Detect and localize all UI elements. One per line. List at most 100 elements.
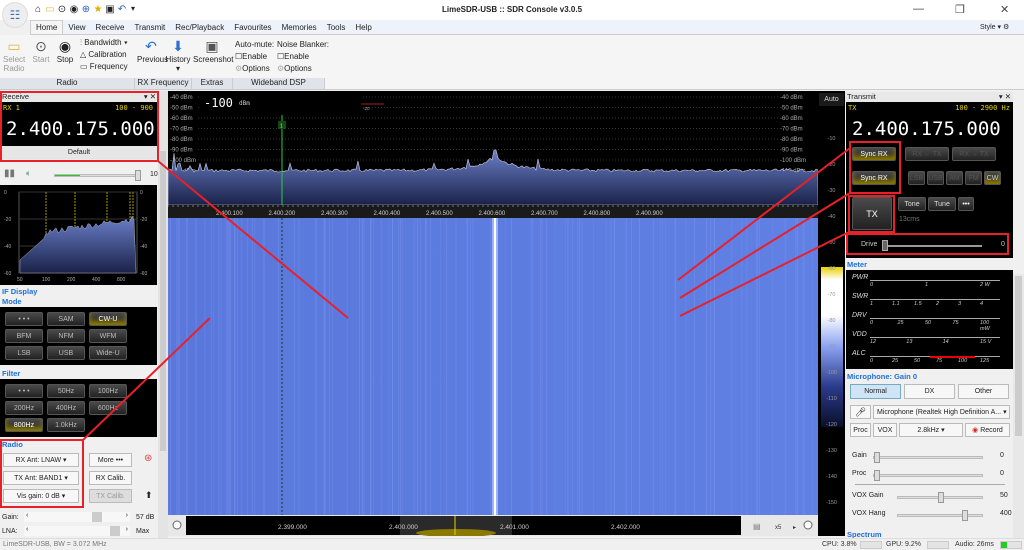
plus-icon[interactable]: ⊕ <box>81 4 91 15</box>
mode-button-bfm[interactable]: BFM <box>5 329 43 343</box>
filter-header[interactable]: Filter <box>2 369 21 378</box>
folder-icon[interactable]: ▭ <box>45 4 55 15</box>
microphone-icon[interactable]: 🎤︎ <box>850 405 871 419</box>
spectrum-display[interactable]: -40 dBm -40 dBm -50 dBm -50 dBm -60 dBm -60 d… <box>167 91 819 537</box>
style-menu[interactable]: Style ▾ ⚙ <box>980 24 1010 31</box>
mode-button-sam[interactable]: SAM <box>47 312 85 326</box>
spectrum-panel-header[interactable]: Spectrum <box>847 530 882 539</box>
tone-button[interactable]: Tone <box>898 197 926 211</box>
drive-slider[interactable] <box>882 240 982 251</box>
tx-antenna-dropdown[interactable]: TX Ant: BAND1 ▾ <box>3 471 79 485</box>
minimize-button[interactable]: — <box>913 3 924 15</box>
vox-hang-thumb[interactable] <box>962 510 968 521</box>
mode-button-cw-u[interactable]: CW-U <box>89 312 127 326</box>
tune-button[interactable]: Tune <box>928 197 956 211</box>
pin-icon[interactable]: ▾ ✕ <box>143 92 156 101</box>
tab-help[interactable]: Help <box>355 23 372 32</box>
up-arrow-icon[interactable]: ⬆ <box>145 490 153 500</box>
gain-slider[interactable] <box>873 452 983 463</box>
rx-calib-button[interactable]: RX Calib. <box>89 471 132 485</box>
app-menu-icon[interactable]: ☷ <box>2 2 28 28</box>
mode-button-wfm[interactable]: WFM <box>89 329 127 343</box>
vox-gain-thumb[interactable] <box>938 492 944 503</box>
filter-button-100hz[interactable]: 100Hz <box>89 384 127 398</box>
play-small-icon[interactable]: ▸ <box>793 525 796 531</box>
tab-tools[interactable]: Tools <box>326 23 346 32</box>
mode-button-nfm[interactable]: NFM <box>47 329 85 343</box>
filter-button-800hz[interactable]: 800Hz <box>5 418 43 432</box>
pin-icon[interactable]: ▾ ✕ <box>998 92 1011 101</box>
scroll-right-button[interactable] <box>803 520 813 530</box>
filter-button--[interactable]: • • • <box>5 384 43 398</box>
microphone-device-dropdown[interactable]: Microphone (Realtek High Definition A...… <box>873 405 1010 419</box>
volume-thumb[interactable] <box>135 170 141 181</box>
bar-chart-icon[interactable]: ▮▮ <box>4 168 16 179</box>
spectrum-waterfall-area[interactable]: -40 dBm -40 dBm -50 dBm -50 dBm -60 dBm -60 d… <box>167 91 819 537</box>
mic-bandwidth-dropdown[interactable]: 2.8kHz ▾ <box>899 423 963 437</box>
rx-frequency[interactable]: 2.400.175.000 <box>6 118 155 140</box>
vox-button[interactable]: VOX <box>873 423 897 437</box>
rx-frequency-display[interactable]: RX 1 100 - 900 2.400.175.000 <box>1 102 157 146</box>
scroll-left-button[interactable] <box>172 520 182 530</box>
dropdown-icon[interactable]: ▾ <box>130 4 135 13</box>
tab-receive[interactable]: Receive <box>95 23 125 32</box>
proc-thumb[interactable] <box>874 470 880 481</box>
previous-button[interactable]: ↶ Previous <box>137 38 168 64</box>
noise-blanker-options-button[interactable]: ⚙Options <box>277 64 312 73</box>
mode-button-usb[interactable]: USB <box>47 346 85 360</box>
zoom-level[interactable]: x5 <box>775 525 782 531</box>
tx-button[interactable]: TX <box>852 197 892 230</box>
bandwidth-button[interactable]: ⫶ Bandwidth ▾ <box>80 38 128 47</box>
profile-dx[interactable]: DX <box>904 384 955 399</box>
mode-button-wide-u[interactable]: Wide-U <box>89 346 127 360</box>
vox-hang-slider[interactable] <box>897 510 983 521</box>
right-panel-scrollbar[interactable] <box>1013 274 1024 538</box>
tab-favourites[interactable]: Favourites <box>234 23 272 32</box>
filter-button-50hz[interactable]: 50Hz <box>47 384 85 398</box>
tx-mode-lsb[interactable]: LSB <box>908 171 925 185</box>
more-options-button[interactable]: ••• <box>958 197 974 211</box>
select-radio-button[interactable]: ▭ Select Radio <box>3 38 25 73</box>
frequency-button[interactable]: ▭ Frequency <box>80 62 128 71</box>
sync-rx-button[interactable]: Sync RX <box>852 147 896 161</box>
sync-rx-button-2[interactable]: Sync RX <box>852 171 896 185</box>
stop-icon[interactable]: ◉ <box>69 4 79 15</box>
tx-mode-usb[interactable]: USB <box>927 171 944 185</box>
tx-calib-button[interactable]: TX Calib. <box>89 489 132 503</box>
tx-frequency[interactable]: 2.400.175.000 <box>852 118 1001 140</box>
mode-button-lsb[interactable]: LSB <box>5 346 43 360</box>
profile-other[interactable]: Other <box>958 384 1009 399</box>
profile-normal[interactable]: Normal <box>850 384 901 399</box>
speaker-icon[interactable]: 🔈︎ <box>26 168 32 178</box>
radio-icon[interactable]: ▤ <box>753 522 761 531</box>
volume-slider[interactable] <box>54 170 141 181</box>
waterfall-colorbar[interactable]: Auto -10 -20 -30 -40 -50 -60 -70 -80 -90 -100 -110… <box>818 91 845 536</box>
microphone-header[interactable]: Microphone: Gain 0 <box>847 372 918 381</box>
start-button[interactable]: ⊙ Start <box>30 38 52 64</box>
stop-button[interactable]: ◉ Stop <box>54 38 76 64</box>
tab-transmit[interactable]: Transmit <box>134 23 166 32</box>
history-button[interactable]: ⬇ History ▾ <box>165 38 191 73</box>
auto-mute-enable-checkbox[interactable]: ☐Enable <box>235 52 268 61</box>
lna-slider[interactable]: ‹ › <box>24 526 130 536</box>
vox-gain-slider[interactable] <box>897 492 983 503</box>
rx-antenna-dropdown[interactable]: RX Ant: LNAW ▾ <box>3 453 79 467</box>
maximize-button[interactable]: ❐ <box>955 4 965 16</box>
more-button[interactable]: More ••• <box>89 453 132 467</box>
tab-home[interactable]: Home <box>30 20 64 34</box>
home-icon[interactable]: ⌂ <box>34 4 42 15</box>
filter-button-400hz[interactable]: 400Hz <box>47 401 85 415</box>
close-button[interactable]: ✕ <box>1000 4 1010 16</box>
noise-blanker-enable-checkbox[interactable]: ☐Enable <box>277 52 310 61</box>
drive-thumb[interactable] <box>882 240 888 251</box>
vis-gain-dropdown[interactable]: Vis gain: 0 dB ▾ <box>3 489 79 503</box>
tx-mode-fm[interactable]: FM <box>965 171 982 185</box>
gain-thumb[interactable] <box>874 452 880 463</box>
filter-button-200hz[interactable]: 200Hz <box>5 401 43 415</box>
if-display-header[interactable]: IF Display <box>2 287 38 296</box>
proc-button[interactable]: Proc <box>850 423 871 437</box>
camera-icon[interactable]: ▣ <box>105 4 115 15</box>
rx-to-tx-button[interactable]: RX → TX <box>952 147 996 161</box>
left-panel-scrollbar[interactable] <box>158 91 168 538</box>
tx-mode-am[interactable]: AM <box>946 171 963 185</box>
